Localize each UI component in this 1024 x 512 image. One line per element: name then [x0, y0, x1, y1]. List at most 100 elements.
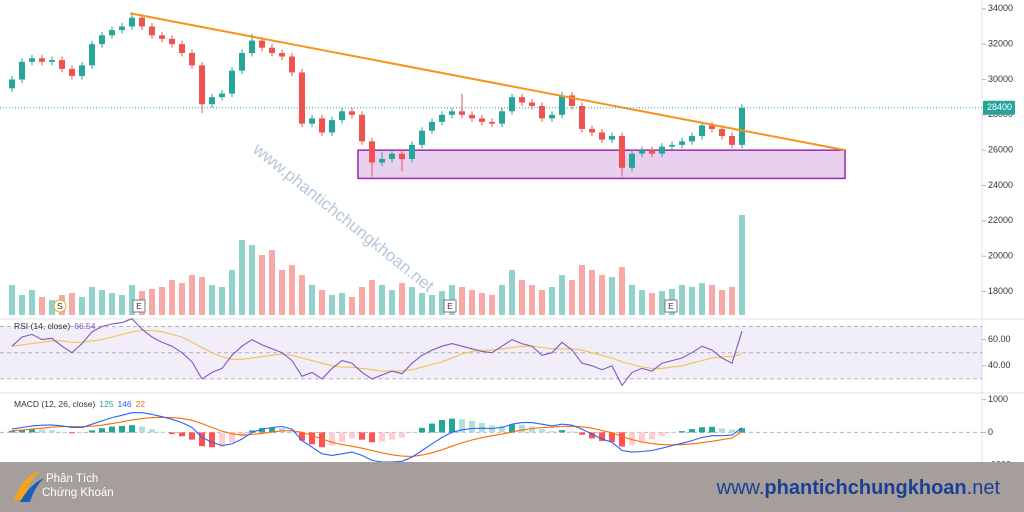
event-marker — [443, 299, 457, 313]
y-tick-label: 26000 — [988, 145, 1013, 155]
candle-body — [239, 53, 245, 71]
macd-histogram-bar — [669, 432, 675, 434]
macd-histogram-bar — [99, 428, 105, 433]
macd-histogram-bar — [719, 428, 725, 433]
macd-histogram-bar — [379, 432, 385, 442]
macd-histogram-bar — [619, 432, 625, 447]
macd-histogram-bar — [389, 432, 395, 440]
event-label: E — [447, 301, 453, 311]
candle-body — [729, 136, 735, 145]
volume-bar — [569, 280, 575, 315]
macd-histogram-bar — [29, 429, 35, 433]
volume-bar — [509, 270, 515, 315]
candle-body — [699, 125, 705, 137]
macd-histogram-bar — [589, 432, 595, 439]
macd-histogram-bar — [509, 424, 515, 433]
volume-bar — [519, 280, 525, 315]
macd-histogram-bar — [9, 430, 15, 433]
candle-body — [299, 72, 305, 124]
macd-histogram-bar — [249, 430, 255, 433]
volume-bar — [709, 285, 715, 315]
macd-histogram-bar — [599, 432, 605, 441]
volume-bar — [659, 291, 665, 315]
macd-histogram-bar — [419, 427, 425, 433]
volume-bar — [739, 215, 745, 315]
y-tick-label: 22000 — [988, 215, 1013, 225]
macd-histogram-bar — [89, 430, 95, 433]
trendline — [129, 12, 846, 152]
y-tick-label: 20000 — [988, 251, 1013, 261]
volume-bar — [579, 265, 585, 315]
volume-bar — [679, 285, 685, 315]
candle-body — [419, 130, 425, 145]
macd-histogram-bar — [309, 432, 315, 445]
volume-bar — [539, 290, 545, 315]
event-marker — [53, 299, 67, 313]
macd-histogram-bar — [189, 432, 195, 440]
volume-bar — [699, 283, 705, 315]
volume-bar — [69, 293, 75, 315]
volume-bar — [459, 287, 465, 315]
candle-body — [679, 141, 685, 145]
candle-body — [39, 58, 45, 62]
zone — [357, 149, 846, 180]
logo-text: Phân Tích — [46, 473, 98, 485]
candle-body — [639, 150, 645, 154]
macd-histogram-bar — [409, 432, 415, 434]
candle-body — [59, 60, 65, 69]
event-label: E — [136, 301, 142, 311]
volume-bar — [19, 295, 25, 315]
macd-line — [11, 412, 743, 463]
y-tick-label: 40.00 — [988, 360, 1011, 370]
macd-histogram-bar — [229, 432, 235, 443]
rsi-ma-line — [11, 329, 743, 372]
candle-body — [289, 56, 295, 73]
candle-body — [349, 111, 355, 115]
volume-bar — [239, 240, 245, 315]
candle-body — [689, 136, 695, 142]
event-marker — [664, 299, 678, 313]
macd-histogram-bar — [209, 432, 215, 448]
legend-value: 66.54 — [74, 321, 96, 331]
candle-body — [399, 153, 405, 159]
candle-body — [519, 97, 525, 103]
volume-bar — [399, 283, 405, 315]
macd-signal-line — [11, 416, 743, 457]
macd-histogram-bar — [359, 432, 365, 440]
volume-bar — [599, 275, 605, 315]
legend-value: 22 — [136, 399, 146, 409]
macd-histogram-bar — [319, 432, 325, 448]
candle-body — [629, 153, 635, 168]
volume-bar — [649, 293, 655, 315]
macd-histogram-bar — [219, 432, 225, 447]
macd-histogram-bar — [439, 419, 445, 433]
volume-bar — [549, 287, 555, 315]
candle-body — [159, 35, 165, 39]
candle-body — [369, 141, 375, 163]
macd-histogram-bar — [239, 432, 245, 437]
macd-legend: MACD (12, 26, close) 125 146 22 — [14, 399, 145, 409]
rsi-line — [11, 318, 743, 387]
footer-band — [0, 462, 1024, 512]
candle-body — [649, 150, 655, 154]
volume-bar — [259, 255, 265, 315]
candle-body — [119, 26, 125, 31]
macd-histogram-bar — [19, 429, 25, 433]
volume-bar — [379, 285, 385, 315]
volume-bar — [609, 277, 615, 315]
candle-body — [359, 114, 365, 142]
candle-body — [49, 60, 55, 62]
volume-bar — [489, 295, 495, 315]
candle-body — [109, 30, 115, 36]
volume-bar — [309, 285, 315, 315]
macd-histogram-bar — [429, 423, 435, 433]
volume-bar — [369, 280, 375, 315]
macd-histogram-bar — [469, 420, 475, 433]
candle-body — [549, 114, 555, 119]
macd-histogram-bar — [649, 432, 655, 440]
candle-body — [499, 111, 505, 124]
candle-body — [339, 111, 345, 121]
volume-bar — [9, 285, 15, 315]
